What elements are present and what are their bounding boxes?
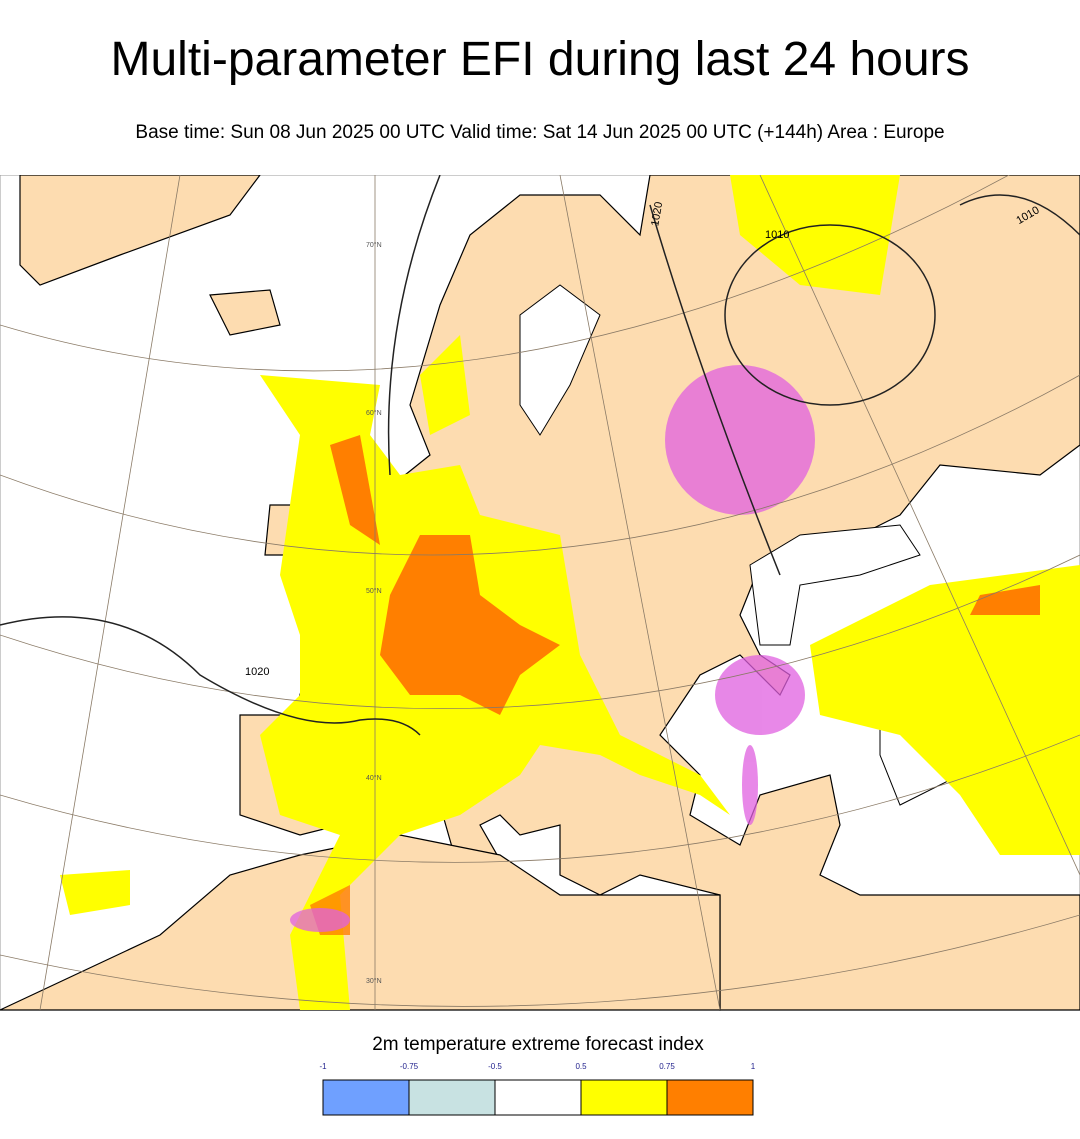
isobars xyxy=(0,175,1080,736)
lat-label: 50°N xyxy=(366,587,382,595)
subtitle: Base time: Sun 08 Jun 2025 00 UTC Valid … xyxy=(135,122,945,143)
isobar-label: 1020 xyxy=(649,201,665,227)
lat-label: 70°N xyxy=(366,241,382,249)
legend-tick-label: -0.5 xyxy=(488,1062,502,1071)
latitude-labels: 70°N 60°N 50°N 40°N 30°N xyxy=(366,241,382,985)
legend: 2m temperature extreme forecast index -1… xyxy=(319,1034,756,1116)
legend-tick-label: 1 xyxy=(751,1062,756,1071)
legend-tick-label: -1 xyxy=(319,1062,327,1071)
legend-swatch xyxy=(580,1079,668,1116)
map: 70°N 60°N 50°N 40°N 30°N 1020 1010 1010 … xyxy=(0,175,1080,1011)
legend-tick-label: 0.75 xyxy=(659,1062,675,1071)
lat-label: 40°N xyxy=(366,774,382,782)
title: Multi-parameter EFI during last 24 hours xyxy=(110,33,970,86)
legend-swatch xyxy=(494,1079,582,1116)
legend-swatch xyxy=(666,1079,754,1116)
isobar-label: 1010 xyxy=(765,229,789,241)
legend-tick-label: -0.75 xyxy=(400,1062,419,1071)
graticule xyxy=(0,175,1080,1011)
legend-tick-label: 0.5 xyxy=(575,1062,587,1071)
legend-title: 2m temperature extreme forecast index xyxy=(372,1034,704,1055)
efi-magenta xyxy=(290,365,815,932)
legend-swatch xyxy=(408,1079,496,1116)
legend-swatch xyxy=(322,1079,410,1116)
lat-label: 30°N xyxy=(366,977,382,985)
lat-label: 60°N xyxy=(366,409,382,417)
isobar-label: 1020 xyxy=(245,666,269,678)
